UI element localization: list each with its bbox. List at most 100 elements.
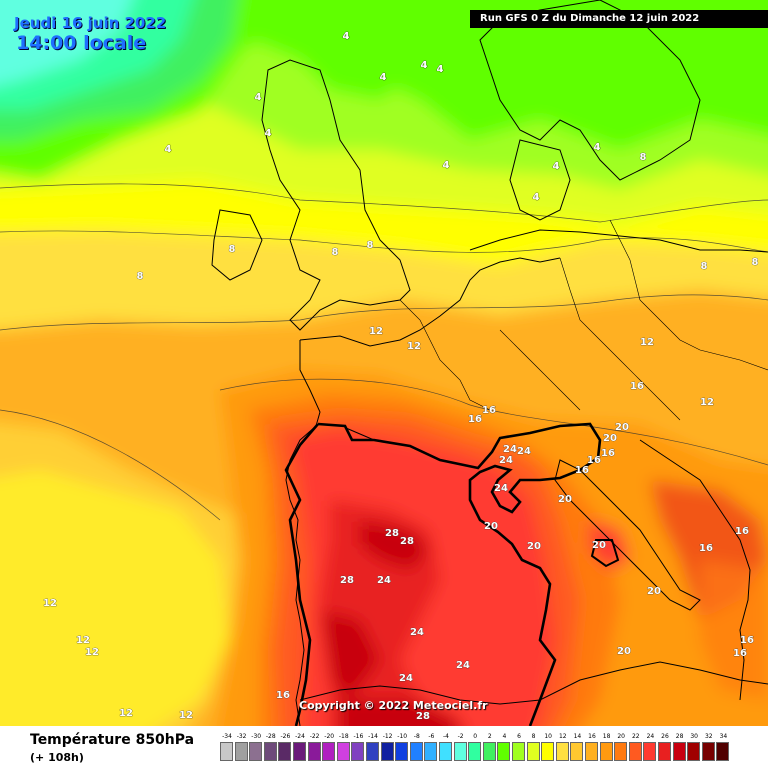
legend-label: -18 — [338, 733, 349, 740]
legend-label: 22 — [631, 733, 640, 740]
contour-label: 20 — [527, 541, 541, 552]
legend-label: -10 — [397, 733, 408, 740]
contour-label: 20 — [592, 540, 606, 551]
contour-label: 16 — [699, 543, 713, 554]
contour-label: 8 — [367, 240, 374, 251]
legend-label: 26 — [661, 733, 669, 740]
legend-label: 10 — [544, 733, 552, 740]
contour-label: 4 — [553, 161, 560, 172]
legend-label: 30 — [690, 733, 698, 740]
legend-swatch — [263, 742, 277, 761]
legend-swatch — [249, 742, 263, 761]
legend-swatch — [526, 742, 540, 761]
contour-label: 28 — [340, 575, 354, 586]
legend-swatch — [322, 742, 336, 761]
legend-label: -14 — [368, 733, 378, 740]
legend-swatch — [512, 742, 525, 761]
legend-swatch — [555, 742, 569, 761]
legend-label: 32 — [704, 733, 713, 740]
contour-label: 24 — [456, 660, 470, 671]
legend-label: 20 — [617, 733, 625, 740]
temperature-field — [0, 0, 768, 726]
contour-label: 8 — [701, 261, 708, 272]
contour-label: 12 — [43, 598, 57, 609]
legend-swatch — [541, 742, 555, 761]
legend-label: -26 — [280, 733, 291, 740]
legend-label: 24 — [646, 733, 655, 740]
contour-label: 24 — [503, 444, 517, 455]
legend-label: -16 — [353, 733, 364, 740]
contour-label: 24 — [499, 455, 513, 466]
contour-label: 16 — [587, 455, 601, 466]
legend-swatch — [439, 742, 452, 761]
legend-label: -32 — [236, 733, 247, 740]
legend-label: -24 — [295, 733, 305, 740]
legend-label: -8 — [413, 733, 420, 740]
contour-label: 8 — [229, 244, 236, 255]
legend-swatch — [599, 742, 613, 761]
contour-label: 16 — [733, 648, 747, 659]
legend-swatch — [687, 742, 701, 761]
legend-swatch — [336, 742, 350, 761]
isotherm-lines — [0, 183, 768, 521]
contour-label: 20 — [647, 586, 661, 597]
legend-label: -30 — [251, 733, 262, 740]
contour-label: 4 — [380, 72, 387, 83]
legend-label: 4 — [502, 733, 507, 740]
contour-label: 4 — [533, 192, 540, 203]
contour-label: 24 — [399, 673, 413, 684]
legend-label: 2 — [487, 733, 492, 740]
legend-label: 16 — [588, 733, 596, 740]
legend-label: -34 — [222, 733, 232, 740]
contour-label: 28 — [416, 711, 430, 722]
contour-label: 4 — [594, 142, 601, 153]
legend-swatch — [643, 742, 657, 761]
legend-label: 6 — [517, 733, 521, 740]
contour-label: 4 — [443, 160, 450, 171]
legend-swatch — [351, 742, 365, 761]
contour-label: 20 — [615, 422, 629, 433]
contour-label: 24 — [377, 575, 391, 586]
contour-label: 12 — [119, 708, 133, 719]
contour-label: 12 — [640, 337, 654, 348]
coastlines — [211, 0, 768, 726]
map-footer: Température 850hPa (+ 108h) -34 -32 -30 -28… — [0, 726, 768, 768]
contour-label: 4 — [255, 92, 262, 103]
legend-swatch — [468, 742, 482, 761]
contour-label: 4 — [421, 60, 428, 71]
contour-label: 28 — [385, 528, 399, 539]
legend-swatch — [585, 742, 598, 761]
legend-label: -12 — [382, 733, 393, 740]
contour-label: 16 — [575, 465, 589, 476]
copyright-notice: Copyright © 2022 Meteociel.fr — [299, 699, 488, 712]
model-run-info: Run GFS 0 Z du Dimanche 12 juin 2022 — [470, 10, 768, 28]
contour-label: 16 — [630, 381, 644, 392]
contour-label: 12 — [76, 635, 90, 646]
contour-label: 12 — [700, 397, 714, 408]
legend-swatch — [453, 742, 467, 761]
legend-label: -22 — [309, 733, 320, 740]
legend-swatch — [366, 742, 379, 761]
variable-name: Température 850hPa — [30, 732, 195, 748]
contour-label: 4 — [343, 31, 350, 42]
contour-label: 20 — [484, 521, 498, 532]
contour-label: 4 — [437, 64, 444, 75]
contour-label: 16 — [276, 690, 290, 701]
contour-label: 20 — [603, 433, 617, 444]
legend-swatch — [482, 742, 496, 761]
legend-swatch — [497, 742, 511, 761]
color-legend: -34 -32 -30 -28 -26 -24 -22 -20 -18 -16 -14 -12 -10-… — [220, 730, 760, 764]
legend-label: -6 — [428, 733, 435, 740]
legend-swatch — [278, 742, 292, 761]
legend-swatch — [628, 742, 642, 761]
contour-label: 16 — [740, 635, 754, 646]
contour-label: 20 — [558, 494, 572, 505]
contour-label: 20 — [617, 646, 631, 657]
legend-label: 18 — [602, 733, 611, 740]
contour-label: 8 — [640, 152, 647, 163]
legend-label: 34 — [719, 733, 728, 740]
contour-label: 16 — [735, 526, 749, 537]
contour-label: 16 — [468, 414, 482, 425]
